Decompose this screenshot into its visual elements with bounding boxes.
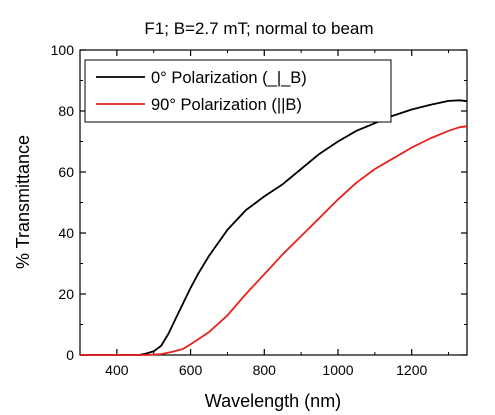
series-layer (80, 99, 468, 356)
y-axis-ticks: 0 20 40 60 80 100 (51, 42, 467, 363)
y-tick-label: 0 (66, 347, 74, 363)
y-tick-label: 60 (58, 164, 74, 180)
legend: 0° Polarization (_|_B) 90° Polarization … (84, 59, 392, 123)
legend-label-1: 90° Polarization (||B) (151, 96, 302, 114)
x-tick-label: 800 (253, 362, 277, 378)
x-axis-ticks: 400 600 800 1000 1200 (79, 50, 450, 378)
y-tick-label: 80 (58, 103, 74, 119)
x-tick-label: 1000 (322, 362, 353, 378)
series-line-1 (80, 125, 468, 356)
y-axis-label: % Transmittance (13, 135, 33, 269)
x-axis-label: Wavelength (nm) (205, 391, 341, 411)
x-tick-label: 600 (179, 362, 203, 378)
chart-title: F1; B=2.7 mT; normal to beam (144, 19, 373, 38)
x-tick-label: 1200 (396, 362, 427, 378)
x-tick-label: 400 (105, 362, 129, 378)
y-tick-label: 20 (58, 286, 74, 302)
y-tick-label: 40 (58, 225, 74, 241)
y-tick-label: 100 (51, 42, 75, 58)
legend-box (84, 59, 392, 123)
legend-label-0: 0° Polarization (_|_B) (151, 69, 307, 87)
series-line-0 (80, 99, 468, 356)
